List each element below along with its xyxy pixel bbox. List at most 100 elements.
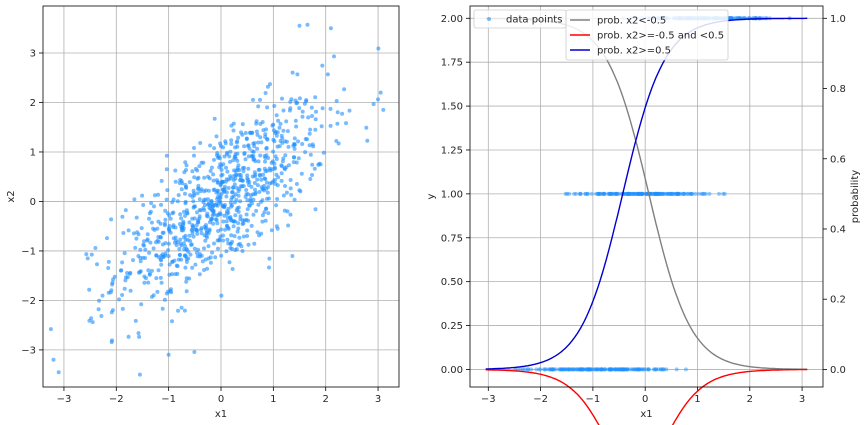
scatter-point <box>256 202 261 207</box>
data-point <box>646 367 651 372</box>
scatter-point <box>308 152 313 157</box>
scatter-point <box>217 199 222 204</box>
scatter-point <box>241 169 246 174</box>
scatter-point <box>140 193 145 198</box>
scatter-point <box>274 172 279 177</box>
scatter-point <box>154 240 158 245</box>
scatter-point <box>376 46 381 51</box>
data-point <box>623 367 628 372</box>
scatter-point <box>296 156 301 161</box>
scatter-point <box>279 178 284 183</box>
data-point <box>598 191 602 196</box>
scatter-point <box>259 177 264 182</box>
data-point <box>620 367 625 372</box>
data-point <box>558 367 563 372</box>
scatter-point <box>232 234 237 239</box>
data-point <box>640 191 645 196</box>
scatter-point <box>191 224 196 229</box>
scatter-point <box>238 199 243 204</box>
data-point <box>602 191 606 196</box>
scatter-point <box>142 243 146 248</box>
scatter-point <box>106 259 111 264</box>
scatter-point <box>221 179 226 184</box>
data-point <box>616 367 621 372</box>
data-point <box>581 367 586 372</box>
scatter-point <box>184 247 189 252</box>
y-tick-label: 1 <box>30 147 36 158</box>
scatter-point <box>266 156 271 160</box>
data-point <box>644 191 649 196</box>
data-point <box>634 191 639 196</box>
scatter-point <box>247 146 252 151</box>
scatter-point <box>284 190 289 195</box>
scatter-point <box>272 104 277 108</box>
x-tick-label: 0 <box>642 394 648 405</box>
data-point <box>644 367 649 372</box>
data-point <box>550 367 555 372</box>
scatter-point <box>173 235 178 240</box>
scatter-point <box>164 153 169 158</box>
scatter-point <box>175 264 180 269</box>
data-point <box>654 191 659 196</box>
scatter-point <box>279 171 284 176</box>
y2-axis-label: probability <box>850 170 861 223</box>
scatter-point <box>213 255 218 260</box>
scatter-point <box>255 183 260 188</box>
data-point <box>602 191 607 196</box>
scatter-point <box>293 98 298 103</box>
scatter-point <box>252 181 257 185</box>
data-point <box>550 367 555 372</box>
scatter-point <box>187 180 192 185</box>
scatter-point <box>253 187 257 192</box>
data-point <box>637 367 642 372</box>
data-point <box>654 191 659 196</box>
data-point <box>561 367 566 372</box>
scatter-point <box>229 141 234 146</box>
scatter-point <box>328 26 333 31</box>
scatter-point <box>156 219 161 224</box>
data-point <box>640 191 645 196</box>
data-point <box>633 367 638 372</box>
data-point <box>613 191 618 196</box>
x-tick-label: −1 <box>161 394 176 405</box>
data-point <box>549 367 554 372</box>
data-point <box>567 367 572 372</box>
data-point <box>636 191 641 196</box>
scatter-point <box>267 265 271 270</box>
scatter-point <box>219 293 224 298</box>
data-point <box>609 367 614 372</box>
data-point <box>634 367 639 372</box>
scatter-point <box>179 305 184 310</box>
scatter-point <box>208 169 213 173</box>
data-point <box>685 191 690 196</box>
data-point <box>661 191 666 196</box>
scatter-point <box>190 265 195 270</box>
scatter-point <box>231 128 236 133</box>
data-point <box>589 367 594 372</box>
data-point <box>626 191 631 196</box>
legend-probabilities: prob. x2<-0.5 prob. x2>=-0.5 and <0.5 prob… <box>565 9 729 61</box>
scatter-point <box>336 141 341 146</box>
scatter-point <box>252 241 257 246</box>
data-point <box>653 191 658 196</box>
data-point <box>655 191 660 196</box>
scatter-point <box>219 173 224 178</box>
data-point <box>523 367 528 372</box>
scatter-point <box>216 154 221 159</box>
scatter-point <box>270 159 275 164</box>
scatter-point <box>109 340 114 345</box>
scatter-point <box>138 259 143 264</box>
scatter-point <box>297 188 302 193</box>
data-point <box>596 191 601 196</box>
data-point <box>693 191 698 196</box>
data-point <box>681 191 686 196</box>
legend-label: data points <box>506 15 562 26</box>
scatter-point <box>238 214 243 219</box>
y-tick-label: 1.00 <box>441 189 463 200</box>
scatter-point <box>178 178 183 182</box>
y2-tick-label: 1.0 <box>830 14 846 25</box>
x-tick-label: 0 <box>218 394 224 405</box>
scatter-point <box>258 135 263 140</box>
scatter-point <box>319 124 324 129</box>
